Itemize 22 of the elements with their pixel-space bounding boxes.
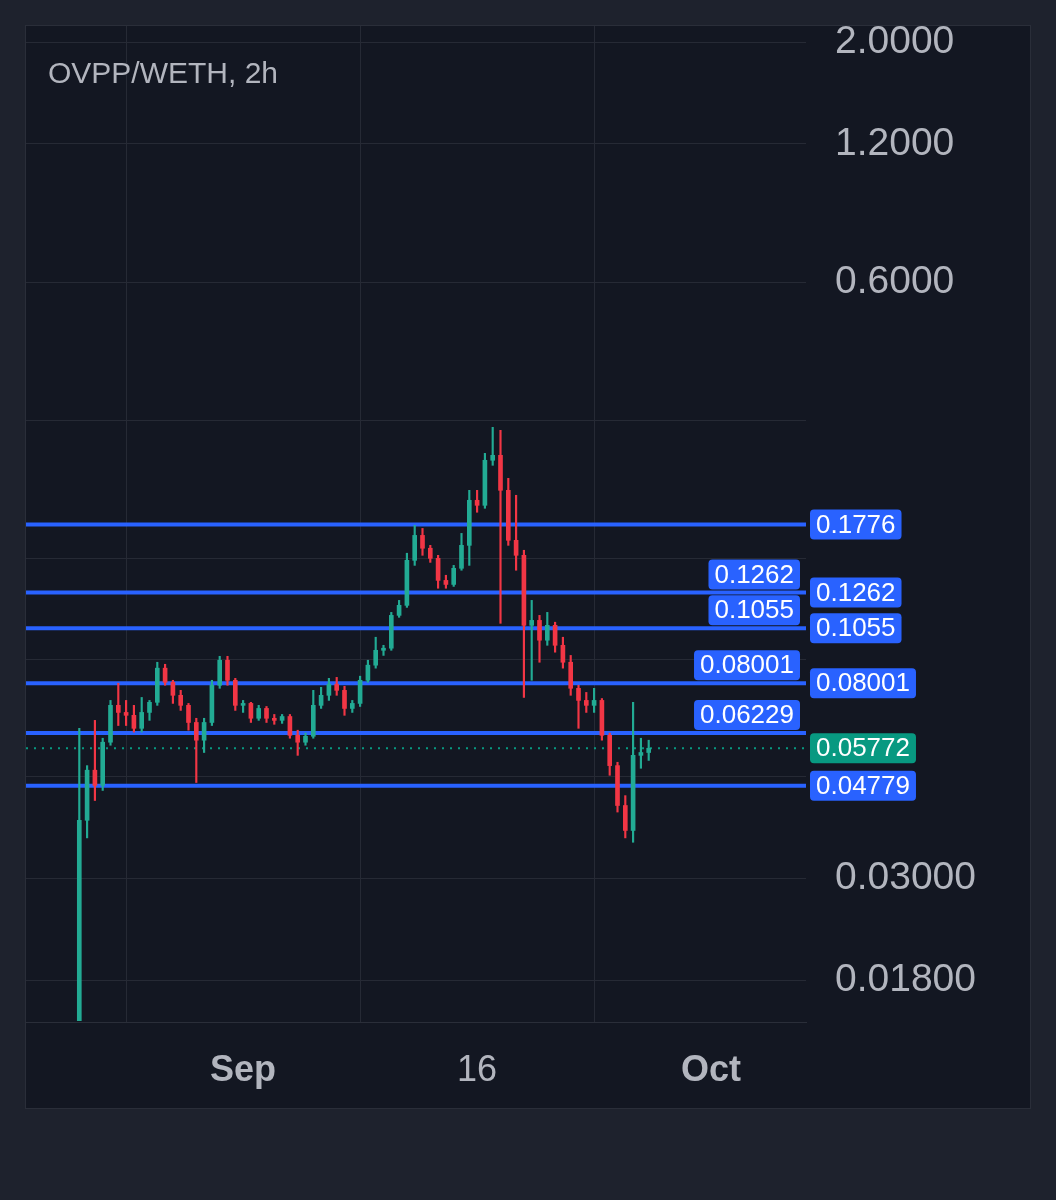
candlestick <box>498 430 503 624</box>
ref-line-label: 0.04779 <box>816 770 910 801</box>
ref-line-label: 0.06229 <box>700 699 794 730</box>
y-tick-label: 0.03000 <box>835 854 976 898</box>
candlestick <box>576 684 581 729</box>
candlestick <box>381 644 386 656</box>
ref-line-label: 0.1055 <box>816 612 896 643</box>
y-tick-label: 0.01800 <box>835 956 976 1000</box>
x-tick-label: Sep <box>210 1047 277 1089</box>
text: OVPP/WETH, 2h <box>48 56 279 89</box>
x-tick-label: Oct <box>681 1047 742 1089</box>
y-tick-label: 1.2000 <box>835 119 955 163</box>
y-tick-label: 2.0000 <box>835 18 955 61</box>
ref-line-label: 0.08001 <box>816 667 910 698</box>
ref-line-label: 0.05772 <box>816 732 910 763</box>
annotation: 0.1055 <box>714 594 795 625</box>
annotation: 0.08001 <box>700 649 794 680</box>
annotation: 0.1262 <box>714 558 795 589</box>
y-tick-label: 0.6000 <box>835 257 955 301</box>
ref-line-label: 0.1776 <box>816 508 896 539</box>
ref-line-label: 0.1262 <box>816 576 896 607</box>
x-tick-label: 16 <box>457 1047 498 1089</box>
